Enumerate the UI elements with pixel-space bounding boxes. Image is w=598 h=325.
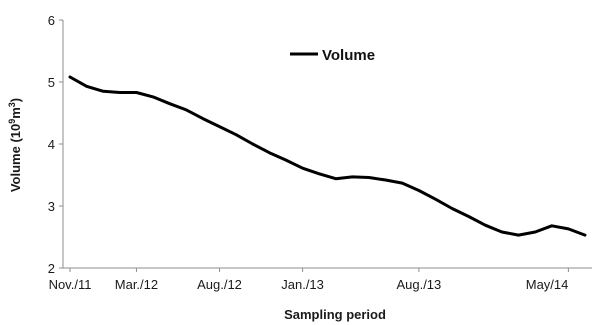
y-axis-ticks: 2 3 4 5 6 xyxy=(48,13,63,276)
y-tick-label: 5 xyxy=(48,75,55,90)
y-axis-title-unit: m xyxy=(8,107,23,119)
x-axis-ticks: Nov./11 Mar./12 Aug./12 Jan./13 Aug./13 May/1… xyxy=(49,268,569,292)
y-tick-label: 3 xyxy=(48,199,55,214)
legend: Volume xyxy=(290,47,375,64)
legend-label-volume: Volume xyxy=(322,47,375,64)
y-axis-title-main: Volume (10 xyxy=(8,124,23,192)
series-layer xyxy=(70,77,585,235)
y-axis-title-close: ) xyxy=(8,98,23,102)
x-tick-label: Aug./12 xyxy=(197,277,242,292)
x-tick-label: Aug./13 xyxy=(396,277,441,292)
series-line-volume xyxy=(70,77,585,235)
y-tick-label: 2 xyxy=(48,261,55,276)
x-tick-label: May/14 xyxy=(526,277,569,292)
x-tick-label: Mar./12 xyxy=(115,277,158,292)
y-axis-title: Volume (109m3) xyxy=(7,98,23,192)
x-tick-label: Jan./13 xyxy=(281,277,324,292)
x-axis-title: Sampling period xyxy=(284,307,386,322)
y-tick-label: 6 xyxy=(48,13,55,28)
x-tick-label: Nov./11 xyxy=(49,277,92,292)
y-tick-label: 4 xyxy=(48,137,55,152)
